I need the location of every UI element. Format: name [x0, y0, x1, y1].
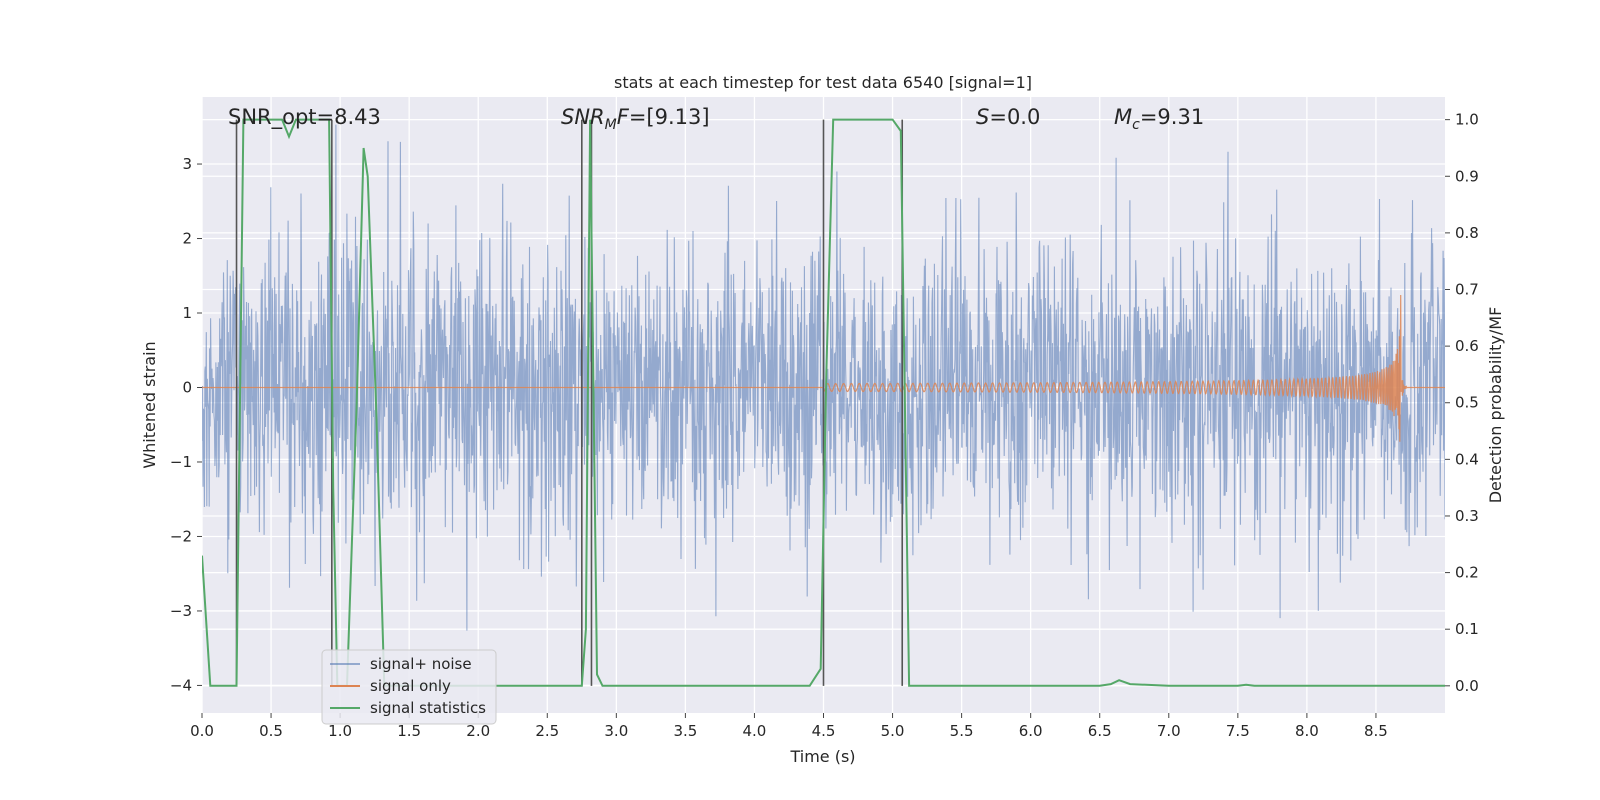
- y-left-ticks: −4 −3 −2 −1 0 1 2 3: [170, 155, 202, 694]
- chart-title: stats at each timestep for test data 654…: [614, 73, 1032, 92]
- y-right-tick-label: 0.4: [1455, 450, 1479, 468]
- legend-box: [321, 649, 497, 725]
- y-right-tick-label: 0.7: [1455, 281, 1479, 299]
- x-tick-label: 0.5: [259, 722, 283, 740]
- annotation-snr-mf-math: SNR: [561, 105, 605, 129]
- y-left-tick-label: −2: [170, 527, 192, 545]
- legend-label-signal-only: signal only: [370, 677, 451, 695]
- y-left-tick-label: 2: [182, 230, 192, 248]
- series-signal-statistics: [202, 118, 1445, 687]
- x-tick-label: 5.0: [881, 722, 905, 740]
- annotation-snr-mf: SNRMF=[9.13]: [561, 105, 710, 133]
- annotations: SNR_opt=8.43 SNRMF=[9.13] S=0.0 Mc=9.31: [228, 105, 1204, 133]
- y-right-axis-label: Detection probability/MF: [1486, 307, 1505, 504]
- x-tick-label: 6.0: [1019, 722, 1043, 740]
- x-tick-label: 0.0: [190, 722, 214, 740]
- legend-label-signal-statistics: signal statistics: [370, 699, 486, 717]
- annotation-mc-math: M: [1114, 105, 1132, 129]
- x-tick-label: 7.0: [1157, 722, 1181, 740]
- y-left-tick-label: 0: [182, 378, 192, 396]
- x-axis-label: Time (s): [789, 747, 855, 766]
- annotation-snr-mf-value: =[9.13]: [629, 105, 710, 129]
- y-left-tick-label: −1: [170, 453, 192, 471]
- x-tick-label: 4.5: [812, 722, 836, 740]
- x-tick-label: 5.5: [950, 722, 974, 740]
- x-tick-label: 1.5: [397, 722, 421, 740]
- annotation-mc-value: =9.31: [1140, 105, 1204, 129]
- y-left-tick-label: 1: [182, 304, 192, 322]
- y-right-tick-label: 0.1: [1455, 620, 1479, 638]
- x-tick-label: 6.5: [1088, 722, 1112, 740]
- x-tick-label: 3.0: [604, 722, 628, 740]
- x-tick-label: 8.5: [1364, 722, 1388, 740]
- annotation-snr-mf-sub: M: [605, 117, 617, 133]
- y-right-tick-label: 0.0: [1455, 677, 1479, 695]
- x-tick-label: 4.0: [743, 722, 767, 740]
- x-tick-label: 1.0: [328, 722, 352, 740]
- y-left-tick-label: 3: [182, 155, 192, 173]
- x-tick-label: 8.0: [1295, 722, 1319, 740]
- annotation-s-stat: S=0.0: [976, 105, 1040, 129]
- x-ticks: 0.0 0.5 1.0 1.5 2.0 2.5 3.0 3.5 4.0 4.5 5.0 5.5 6.0 6…: [190, 713, 1388, 740]
- annotation-s-math: S: [976, 105, 989, 129]
- y-right-tick-label: 0.3: [1455, 507, 1479, 525]
- x-tick-label: 2.0: [466, 722, 490, 740]
- legend: signal+ noise signal only signal statist…: [321, 649, 497, 725]
- plot-content: [202, 118, 1445, 687]
- annotation-s-value: =0.0: [989, 105, 1040, 129]
- y-left-tick-label: −3: [170, 602, 192, 620]
- y-left-axis-label: Whitened strain: [140, 341, 159, 468]
- y-right-tick-label: 0.9: [1455, 167, 1479, 185]
- x-tick-label: 2.5: [535, 722, 559, 740]
- annotation-snr-opt: SNR_opt=8.43: [228, 105, 381, 130]
- legend-label-signal-plus-noise: signal+ noise: [370, 655, 472, 673]
- annotation-chirp-mass: Mc=9.31: [1114, 105, 1204, 133]
- y-left-tick-label: −4: [170, 676, 192, 694]
- annotation-snr-mf-suffix: F: [617, 105, 630, 129]
- x-tick-label: 3.5: [673, 722, 697, 740]
- y-right-tick-label: 0.5: [1455, 394, 1479, 412]
- x-tick-label: 7.5: [1226, 722, 1250, 740]
- y-right-tick-label: 1.0: [1455, 111, 1479, 129]
- y-right-ticks: 0.0 0.1 0.2 0.3 0.4 0.5 0.6 0.7 0.8 0.9 1.0: [1445, 111, 1479, 695]
- annotation-mc-sub: c: [1132, 117, 1140, 133]
- y-right-tick-label: 0.6: [1455, 337, 1479, 355]
- y-right-tick-label: 0.2: [1455, 564, 1479, 582]
- y-right-tick-label: 0.8: [1455, 224, 1479, 242]
